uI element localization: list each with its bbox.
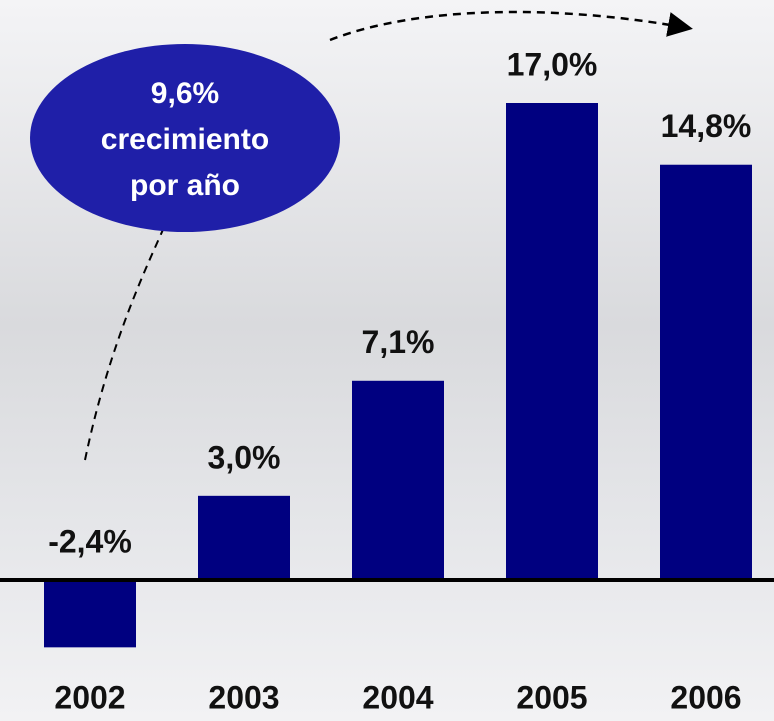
bar xyxy=(660,165,752,580)
value-label: 17,0% xyxy=(507,46,598,82)
chart: 9,6% crecimiento por año -2,4% 2002 3,0% 2003… xyxy=(0,0,774,721)
x-tick-label: 2004 xyxy=(362,679,433,715)
value-label: -2,4% xyxy=(48,523,132,559)
annotation-line: por año xyxy=(130,169,240,202)
x-tick-label: 2006 xyxy=(670,679,741,715)
value-label: 3,0% xyxy=(208,439,281,475)
bar xyxy=(44,580,136,647)
value-label: 7,1% xyxy=(362,324,435,360)
x-tick-label: 2002 xyxy=(54,679,125,715)
x-tick-label: 2005 xyxy=(516,679,587,715)
bar xyxy=(506,103,598,580)
annotation-line: crecimiento xyxy=(101,123,269,156)
annotation-line: 9,6% xyxy=(151,77,219,110)
bar xyxy=(352,381,444,580)
bar xyxy=(198,496,290,580)
value-label: 14,8% xyxy=(661,108,752,144)
x-tick-label: 2003 xyxy=(208,679,279,715)
